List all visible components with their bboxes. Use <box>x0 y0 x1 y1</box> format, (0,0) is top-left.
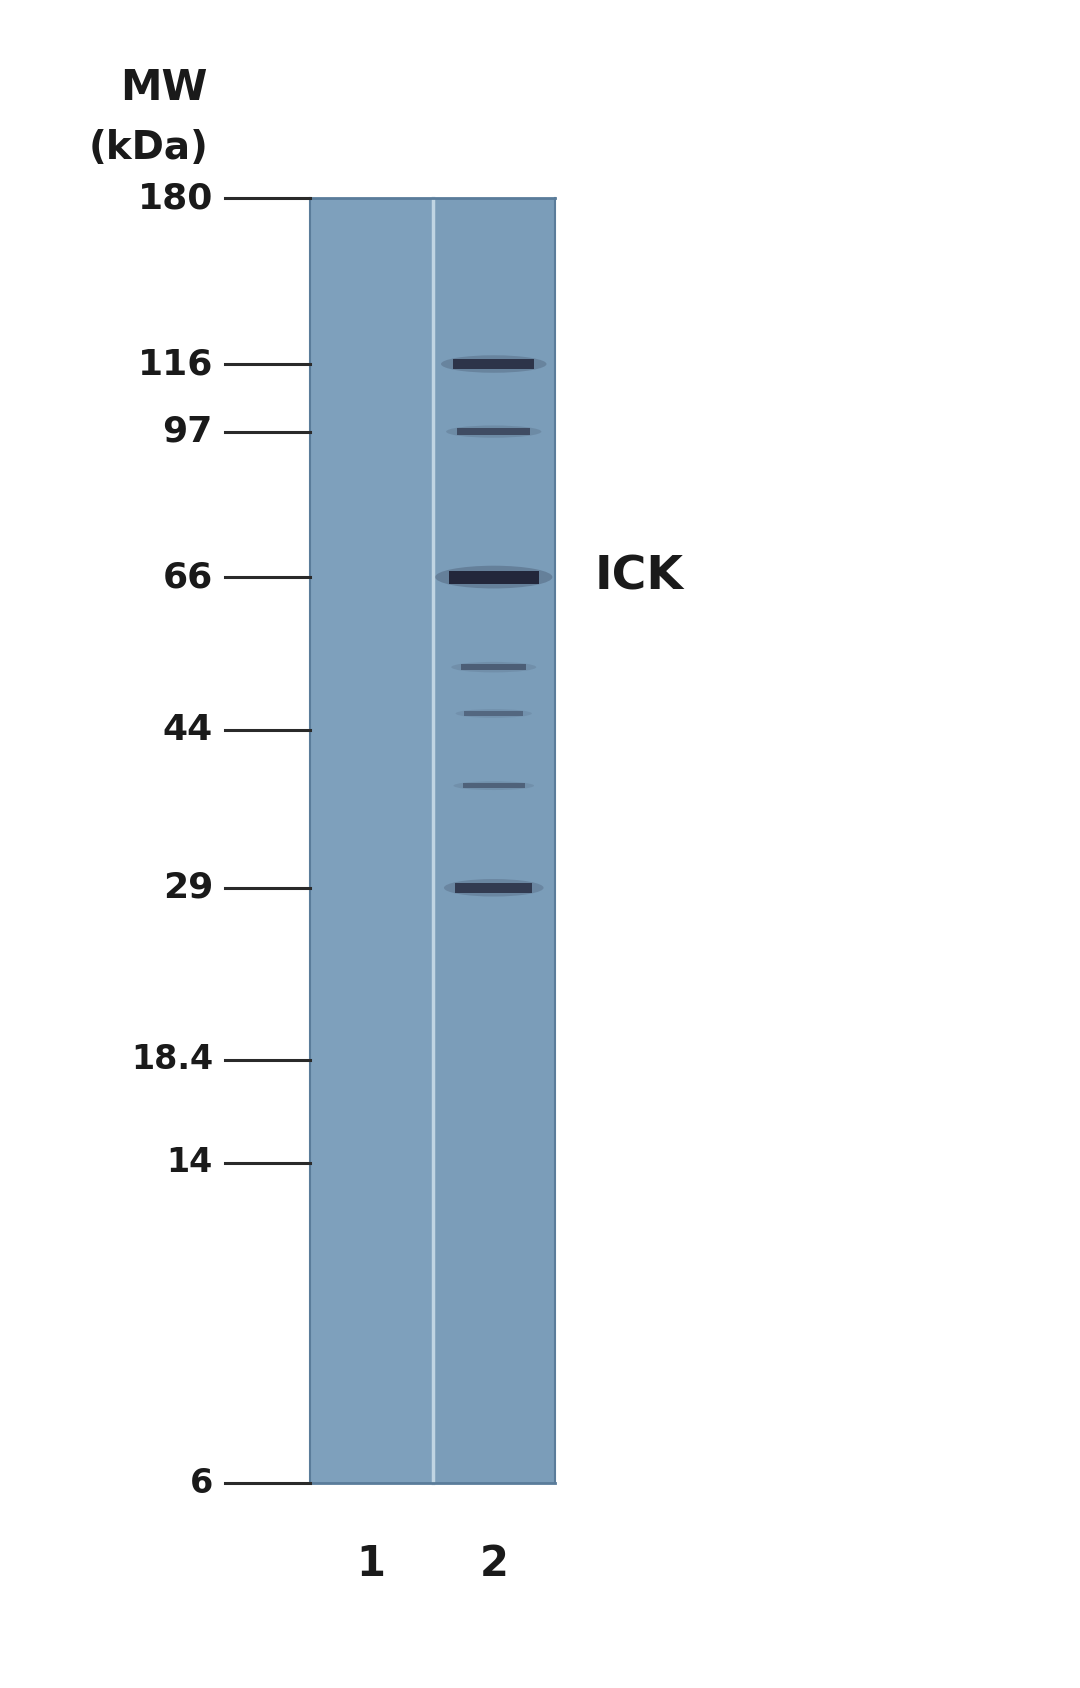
Ellipse shape <box>456 709 531 717</box>
Text: 116: 116 <box>137 348 213 381</box>
Ellipse shape <box>446 425 541 437</box>
Ellipse shape <box>451 662 537 672</box>
Text: 18.4: 18.4 <box>131 1043 213 1077</box>
Text: 44: 44 <box>163 714 213 748</box>
Bar <box>462 783 525 788</box>
Bar <box>310 197 432 1484</box>
Text: 2: 2 <box>480 1543 509 1585</box>
Text: ICK: ICK <box>595 555 684 599</box>
Text: 180: 180 <box>137 181 213 214</box>
Bar <box>464 711 523 716</box>
Bar <box>456 883 532 893</box>
Bar <box>461 663 526 670</box>
Ellipse shape <box>444 879 543 896</box>
Bar <box>457 429 530 436</box>
Text: MW: MW <box>121 68 208 110</box>
Ellipse shape <box>454 782 534 790</box>
Text: (kDa): (kDa) <box>89 128 208 167</box>
Ellipse shape <box>435 565 552 589</box>
Text: 14: 14 <box>166 1146 213 1180</box>
Bar <box>454 360 535 370</box>
Bar <box>310 197 555 1484</box>
Text: 1: 1 <box>356 1543 386 1585</box>
Text: 29: 29 <box>163 871 213 905</box>
Text: 97: 97 <box>163 415 213 449</box>
Text: 66: 66 <box>163 560 213 594</box>
Text: 6: 6 <box>190 1467 213 1499</box>
Bar <box>448 571 539 584</box>
Ellipse shape <box>441 354 546 373</box>
